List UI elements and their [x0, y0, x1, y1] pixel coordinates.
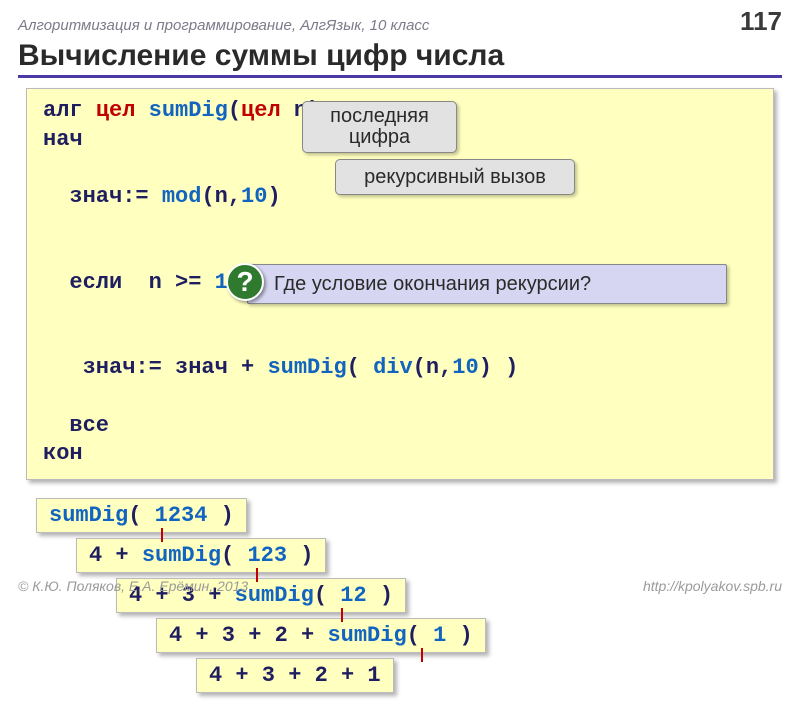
code-block: алг цел sumDig(цел n) нач знач:= mod(n,1…: [26, 88, 774, 480]
trace-step-1: sumDig( 1234 ): [36, 498, 247, 533]
callout-recursive-call: рекурсивный вызов: [335, 159, 575, 195]
code-line-6: все: [43, 412, 757, 441]
course-label: Алгоритмизация и программирование, АлгЯз…: [18, 17, 429, 34]
footer-url: http://kpolyakov.spb.ru: [643, 578, 782, 594]
code-line-7: кон: [43, 440, 757, 469]
connector-4: [421, 648, 423, 662]
page-title: Вычисление суммы цифр числа: [18, 39, 782, 78]
connector-3: [341, 608, 343, 622]
question-mark-icon: ?: [226, 263, 264, 301]
callout-last-digit: последняя цифра: [302, 101, 457, 153]
callout-question: ? Где условие окончания рекурсии?: [247, 264, 727, 304]
trace-area: sumDig( 1234 ) 4 + sumDig( 123 ) 4 + 3 +…: [26, 498, 774, 718]
page-number: 117: [740, 6, 782, 37]
question-text: Где условие окончания рекурсии?: [274, 271, 591, 297]
trace-step-4: 4 + 3 + 2 + sumDig( 1 ): [156, 618, 486, 653]
trace-step-2: 4 + sumDig( 123 ): [76, 538, 326, 573]
footer-authors: © К.Ю. Поляков, Е.А. Ерёмин, 2013: [18, 578, 248, 594]
trace-step-5: 4 + 3 + 2 + 1: [196, 658, 394, 693]
slide-footer: © К.Ю. Поляков, Е.А. Ерёмин, 2013 http:/…: [18, 578, 782, 594]
slide-header: Алгоритмизация и программирование, АлгЯз…: [0, 0, 800, 39]
code-line-5: знач:= знач + sumDig( div(n,10) ): [43, 326, 757, 412]
connector-1: [161, 528, 163, 542]
